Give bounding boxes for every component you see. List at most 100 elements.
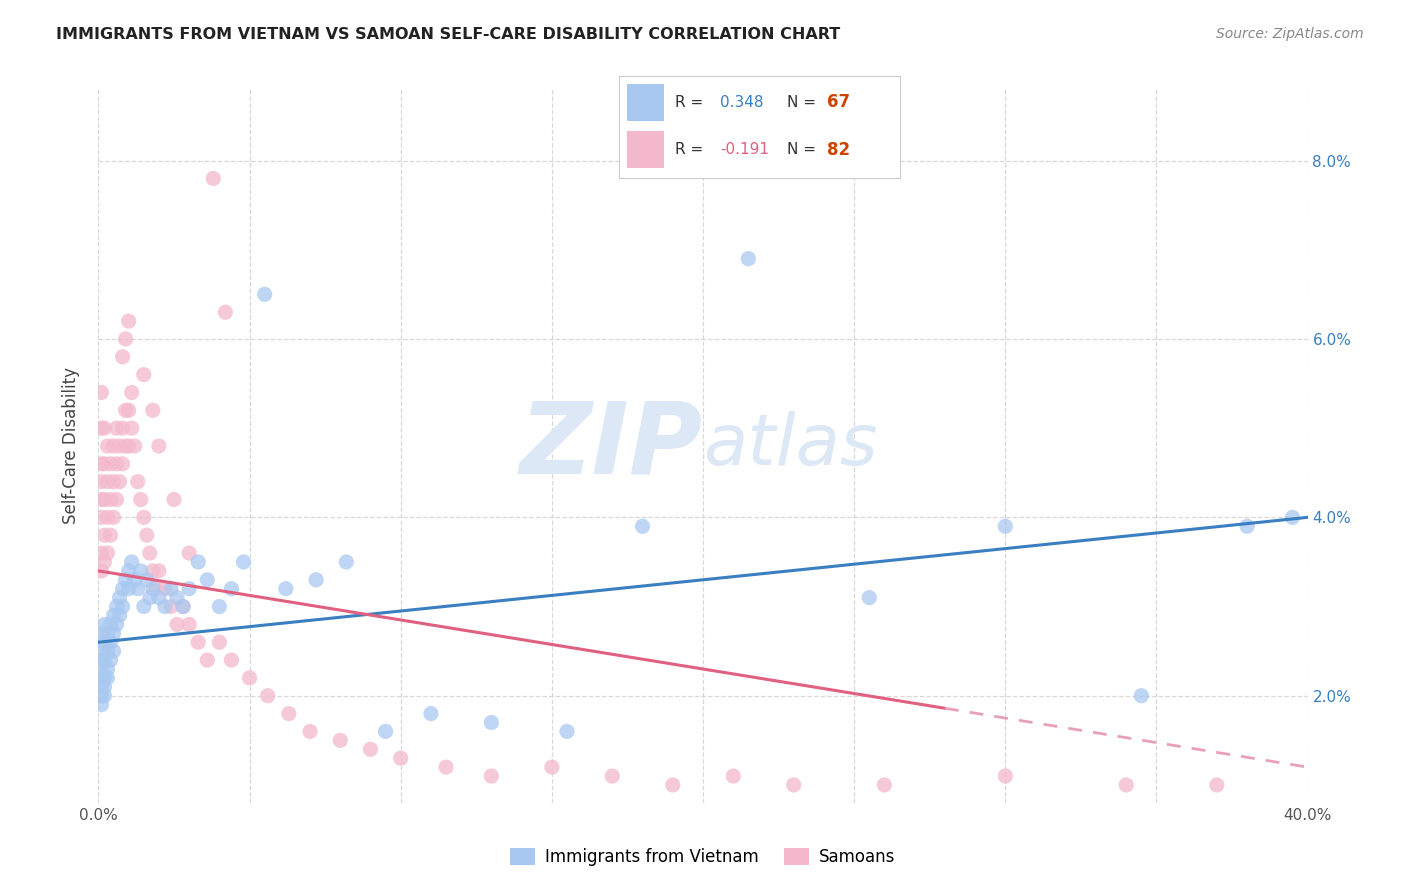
Point xyxy=(602,769,624,783)
Text: -0.191: -0.191 xyxy=(720,142,769,157)
Point xyxy=(166,591,188,605)
Point xyxy=(93,617,115,632)
Point xyxy=(139,546,162,560)
Point xyxy=(195,653,218,667)
Point xyxy=(118,582,141,596)
Point xyxy=(232,555,254,569)
Text: R =: R = xyxy=(675,142,709,157)
Point xyxy=(481,769,503,783)
Text: atlas: atlas xyxy=(703,411,877,481)
Point xyxy=(118,403,141,417)
Point xyxy=(1236,519,1258,533)
Point xyxy=(148,564,170,578)
Point xyxy=(142,582,165,596)
Point xyxy=(108,475,131,489)
Point xyxy=(239,671,262,685)
Text: N =: N = xyxy=(787,95,821,110)
Point xyxy=(96,439,118,453)
Point xyxy=(100,617,122,632)
Point xyxy=(93,635,115,649)
Point xyxy=(481,715,503,730)
Point xyxy=(96,626,118,640)
Point xyxy=(187,555,209,569)
Point xyxy=(858,591,880,605)
Point xyxy=(90,680,112,694)
Point xyxy=(108,591,131,605)
Point xyxy=(127,582,149,596)
Point xyxy=(129,564,152,578)
Point xyxy=(1130,689,1153,703)
Point xyxy=(103,439,125,453)
Point xyxy=(737,252,759,266)
Point xyxy=(360,742,382,756)
Point xyxy=(108,439,131,453)
Point xyxy=(540,760,562,774)
Point xyxy=(90,421,112,435)
Point xyxy=(124,439,146,453)
Point xyxy=(90,698,112,712)
Point xyxy=(166,617,188,632)
Point xyxy=(124,573,146,587)
Point xyxy=(100,492,122,507)
Point xyxy=(103,644,125,658)
Point xyxy=(100,528,122,542)
Point xyxy=(127,475,149,489)
Point xyxy=(299,724,322,739)
Point xyxy=(121,421,143,435)
Point xyxy=(103,475,125,489)
Point xyxy=(90,457,112,471)
Point xyxy=(121,385,143,400)
Point xyxy=(253,287,276,301)
Point xyxy=(93,555,115,569)
Point xyxy=(121,555,143,569)
Point xyxy=(389,751,412,765)
Point xyxy=(111,457,134,471)
Point xyxy=(374,724,396,739)
Text: 67: 67 xyxy=(827,94,849,112)
Point xyxy=(214,305,236,319)
Point xyxy=(274,582,297,596)
Point xyxy=(172,599,194,614)
Point xyxy=(105,421,128,435)
Point xyxy=(100,653,122,667)
Point xyxy=(195,573,218,587)
Point xyxy=(114,332,136,346)
Point xyxy=(187,635,209,649)
Point xyxy=(105,599,128,614)
Point xyxy=(179,617,201,632)
Point xyxy=(163,492,186,507)
Point xyxy=(96,644,118,658)
Point xyxy=(111,421,134,435)
Point xyxy=(132,510,155,524)
Point xyxy=(90,385,112,400)
Point xyxy=(208,599,231,614)
Text: N =: N = xyxy=(787,142,821,157)
Point xyxy=(135,528,157,542)
Point xyxy=(221,653,243,667)
Point xyxy=(129,492,152,507)
Text: ZIP: ZIP xyxy=(520,398,703,494)
Point xyxy=(256,689,278,703)
Point xyxy=(179,546,201,560)
Point xyxy=(96,671,118,685)
Point xyxy=(783,778,806,792)
Point xyxy=(661,778,683,792)
Point xyxy=(90,510,112,524)
Point xyxy=(93,689,115,703)
Point xyxy=(335,555,357,569)
Point xyxy=(93,671,115,685)
Point xyxy=(555,724,578,739)
Point xyxy=(148,439,170,453)
Point xyxy=(103,608,125,623)
Point xyxy=(132,368,155,382)
Bar xyxy=(627,84,664,121)
Text: IMMIGRANTS FROM VIETNAM VS SAMOAN SELF-CARE DISABILITY CORRELATION CHART: IMMIGRANTS FROM VIETNAM VS SAMOAN SELF-C… xyxy=(56,27,841,42)
Point xyxy=(90,626,112,640)
Point xyxy=(118,564,141,578)
Point xyxy=(100,635,122,649)
Point xyxy=(202,171,225,186)
Point xyxy=(90,653,112,667)
Point xyxy=(114,439,136,453)
Point xyxy=(114,403,136,417)
Point xyxy=(96,662,118,676)
